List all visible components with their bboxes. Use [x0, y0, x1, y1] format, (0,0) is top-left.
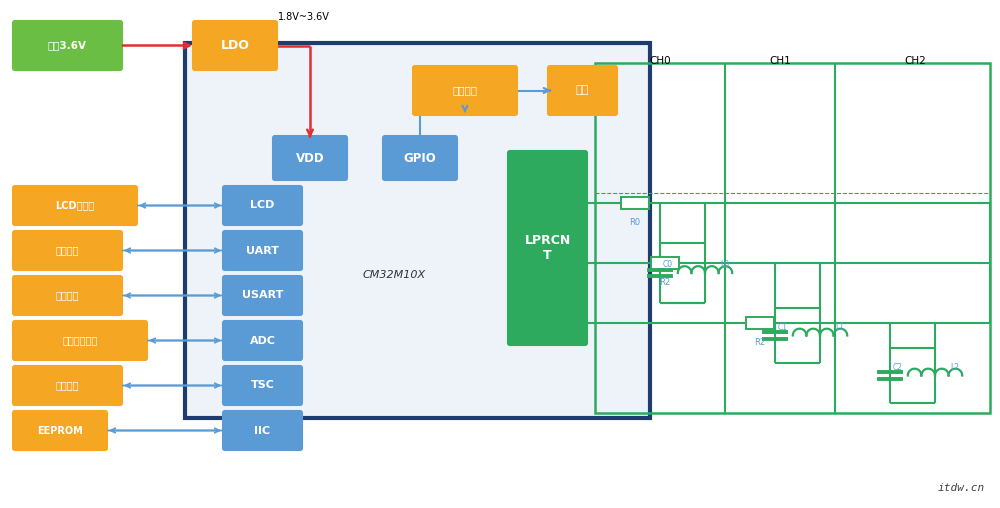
Text: VDD: VDD — [296, 151, 324, 165]
Text: 电机驱动: 电机驱动 — [452, 85, 478, 96]
Text: 1.8V~3.6V: 1.8V~3.6V — [278, 12, 330, 22]
FancyBboxPatch shape — [223, 411, 302, 450]
FancyBboxPatch shape — [413, 66, 517, 115]
FancyBboxPatch shape — [508, 151, 587, 345]
FancyBboxPatch shape — [13, 21, 122, 70]
Bar — [651, 257, 679, 269]
Bar — [746, 317, 774, 329]
Text: itdw.cn: itdw.cn — [938, 483, 985, 493]
Text: 触摸按键: 触摸按键 — [56, 380, 79, 391]
Text: 阀门: 阀门 — [576, 85, 589, 96]
Text: C2: C2 — [893, 363, 903, 371]
Text: 安全芯片: 安全芯片 — [56, 291, 79, 301]
Text: L2: L2 — [950, 363, 959, 371]
FancyBboxPatch shape — [223, 231, 302, 270]
Text: R2: R2 — [754, 338, 766, 347]
Text: CH2: CH2 — [904, 56, 926, 66]
FancyBboxPatch shape — [223, 186, 302, 225]
Text: TSC: TSC — [251, 380, 274, 391]
Text: 电池电压监测: 电池电压监测 — [62, 335, 98, 345]
Text: LDO: LDO — [221, 39, 249, 52]
Bar — [621, 197, 649, 209]
FancyBboxPatch shape — [223, 276, 302, 315]
Bar — [185, 43, 650, 418]
Text: LCD显示屏: LCD显示屏 — [55, 201, 95, 210]
Text: LCD: LCD — [250, 201, 275, 210]
Text: 锂电3.6V: 锂电3.6V — [48, 41, 87, 50]
FancyBboxPatch shape — [273, 136, 347, 180]
FancyBboxPatch shape — [13, 411, 107, 450]
Text: ADC: ADC — [250, 335, 276, 345]
Text: LPRCN
T: LPRCN T — [524, 234, 571, 262]
Bar — [595, 63, 990, 413]
Text: EEPROM: EEPROM — [37, 426, 83, 435]
Text: C1: C1 — [778, 323, 788, 332]
Text: R0: R0 — [629, 218, 641, 227]
Text: CM32M10X: CM32M10X — [363, 270, 426, 280]
Text: UART: UART — [246, 245, 279, 256]
FancyBboxPatch shape — [13, 366, 122, 405]
FancyBboxPatch shape — [223, 366, 302, 405]
Text: C0: C0 — [663, 260, 673, 269]
FancyBboxPatch shape — [13, 231, 122, 270]
FancyBboxPatch shape — [383, 136, 457, 180]
Text: L1: L1 — [835, 323, 844, 332]
FancyBboxPatch shape — [548, 66, 617, 115]
Text: 通信模组: 通信模组 — [56, 245, 79, 256]
Text: R2: R2 — [659, 278, 671, 287]
Text: L0: L0 — [720, 260, 729, 269]
FancyBboxPatch shape — [193, 21, 277, 70]
Text: CH1: CH1 — [769, 56, 791, 66]
FancyBboxPatch shape — [223, 321, 302, 360]
FancyBboxPatch shape — [13, 321, 147, 360]
Text: GPIO: GPIO — [404, 151, 436, 165]
Text: IIC: IIC — [254, 426, 271, 435]
FancyBboxPatch shape — [13, 276, 122, 315]
Text: USART: USART — [242, 291, 283, 301]
FancyBboxPatch shape — [13, 186, 137, 225]
Text: CH0: CH0 — [649, 56, 671, 66]
